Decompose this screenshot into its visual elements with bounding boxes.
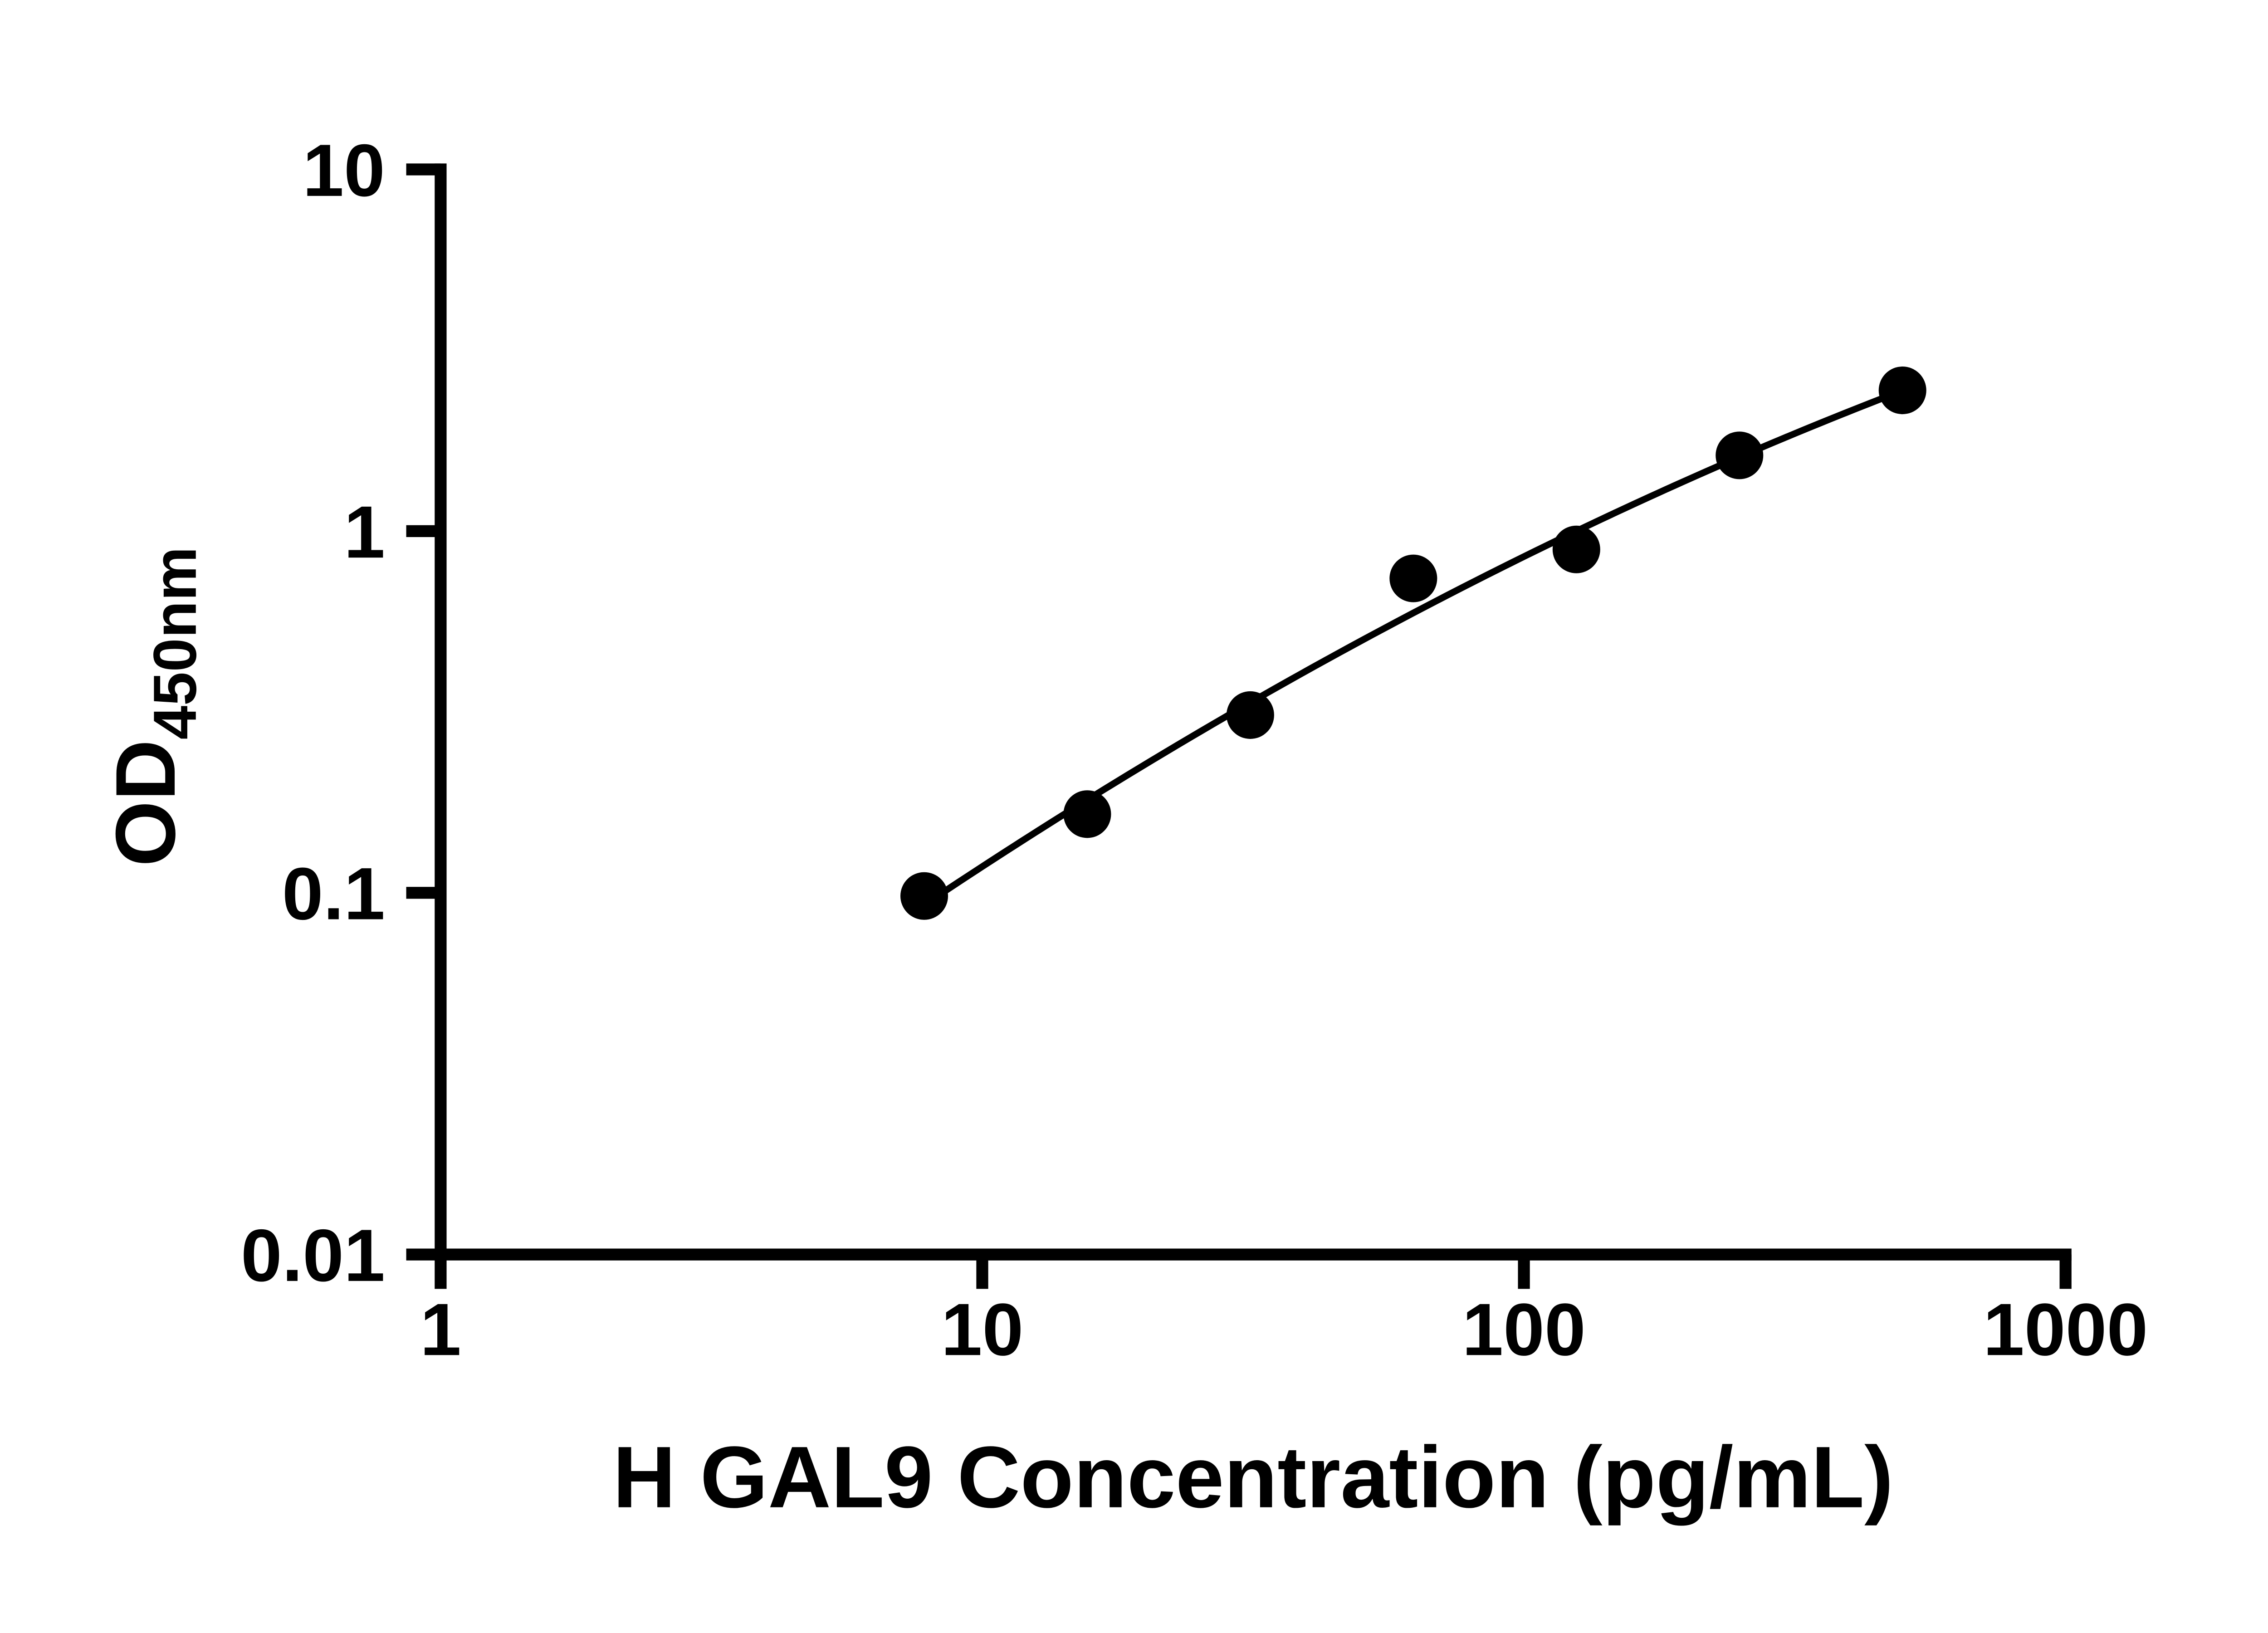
y-axis-title-sub: 450nm (142, 547, 209, 739)
y-axis-title: OD450nm (98, 547, 209, 866)
x-tick-label: 100 (1462, 1288, 1586, 1371)
y-tick-label: 0.01 (241, 1214, 385, 1297)
data-point (1389, 554, 1437, 602)
axes-group: 1 10 100 1000 0.01 0.1 1 10 (241, 129, 2148, 1371)
x-tick-label: 1000 (1983, 1288, 2148, 1371)
y-tick-label: 10 (303, 129, 385, 212)
x-tick-label: 1 (420, 1288, 461, 1371)
x-tick-label: 10 (941, 1288, 1024, 1371)
data-point (1552, 525, 1600, 573)
data-point (1716, 431, 1764, 479)
data-points-group (900, 367, 1926, 920)
data-point (900, 872, 948, 920)
y-tick-label: 0.1 (282, 852, 385, 935)
y-axis-title-main: OD (98, 739, 193, 866)
data-point (1226, 691, 1274, 739)
data-point (1063, 790, 1111, 838)
x-axis-title: H GAL9 Concentration (pg/mL) (613, 1428, 1893, 1526)
data-point (1878, 367, 1926, 415)
y-tick-label: 1 (344, 490, 385, 573)
